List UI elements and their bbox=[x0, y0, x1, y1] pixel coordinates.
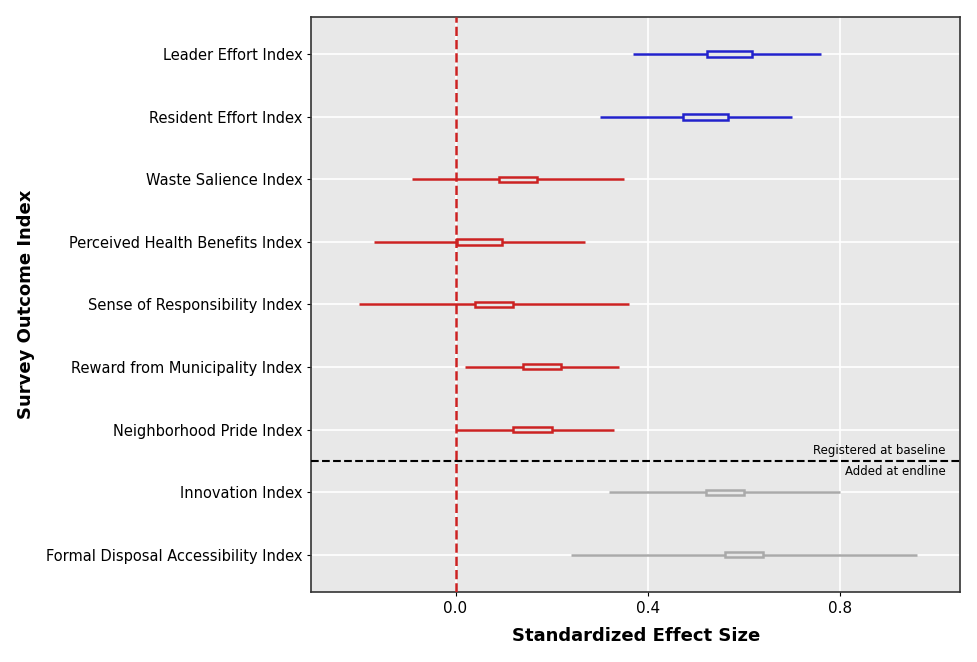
FancyBboxPatch shape bbox=[707, 52, 751, 57]
FancyBboxPatch shape bbox=[684, 114, 728, 120]
FancyBboxPatch shape bbox=[499, 177, 537, 182]
FancyBboxPatch shape bbox=[523, 365, 562, 369]
Y-axis label: Survey Outcome Index: Survey Outcome Index bbox=[17, 190, 34, 419]
X-axis label: Standardized Effect Size: Standardized Effect Size bbox=[512, 628, 760, 645]
FancyBboxPatch shape bbox=[457, 239, 501, 245]
Text: Registered at baseline: Registered at baseline bbox=[814, 444, 946, 457]
FancyBboxPatch shape bbox=[513, 427, 552, 432]
Text: Added at endline: Added at endline bbox=[845, 465, 946, 477]
FancyBboxPatch shape bbox=[475, 302, 513, 307]
FancyBboxPatch shape bbox=[705, 490, 744, 495]
FancyBboxPatch shape bbox=[725, 552, 763, 557]
